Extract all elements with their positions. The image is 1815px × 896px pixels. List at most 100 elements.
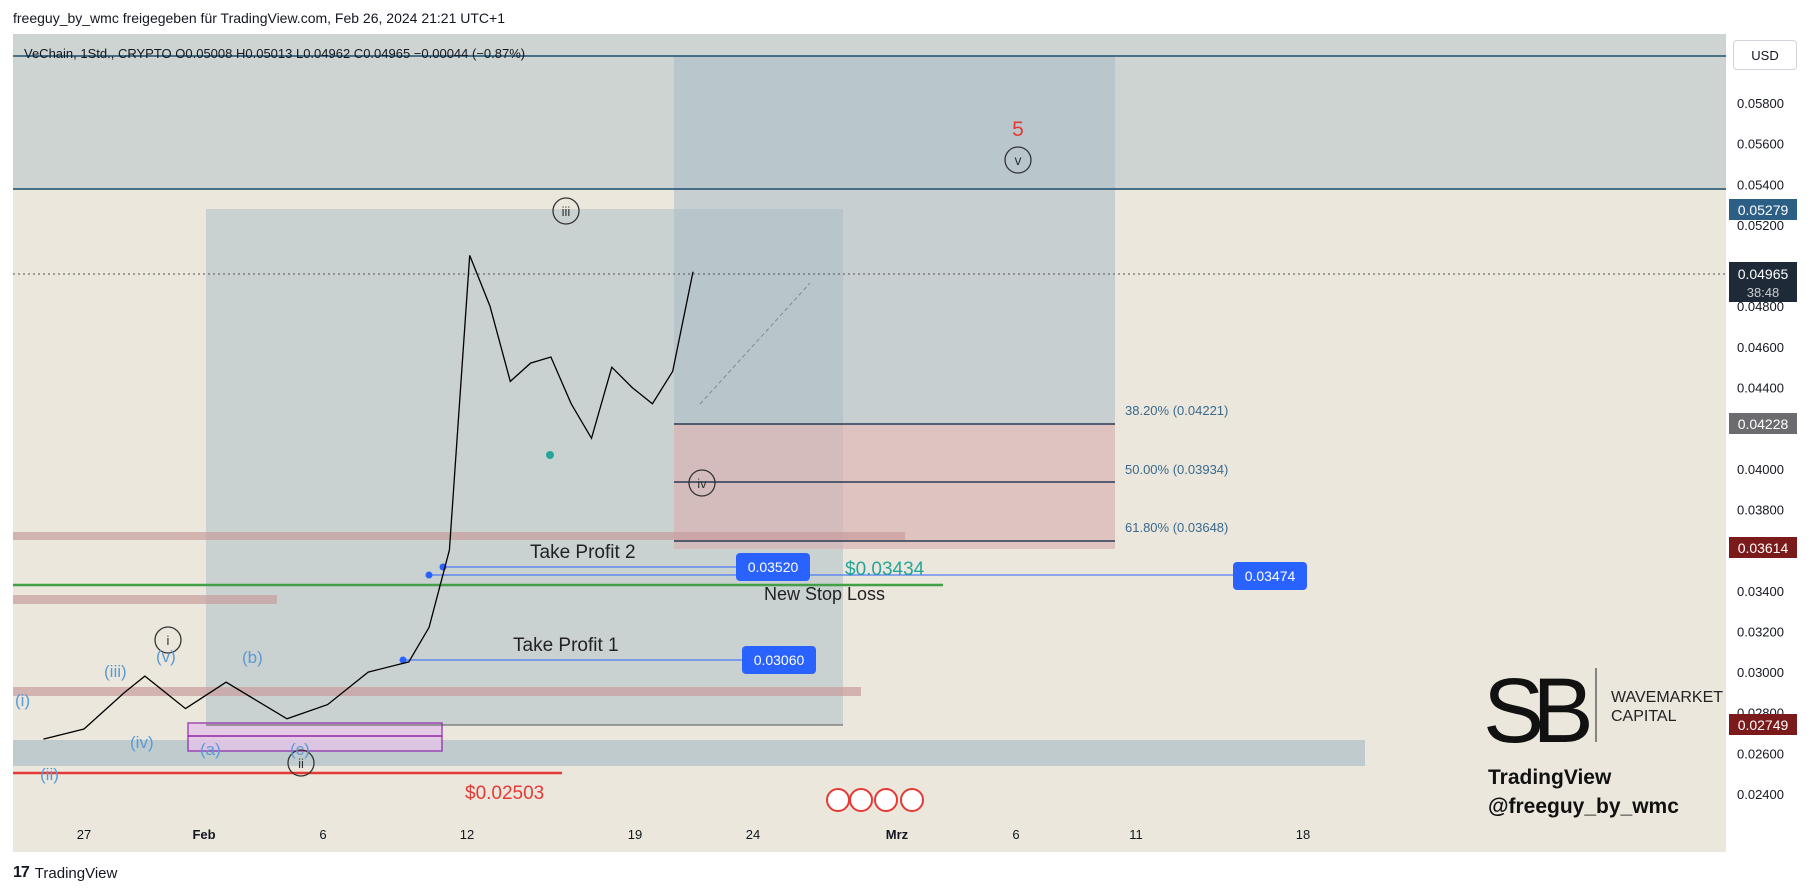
target-badge-03520-text: 0.03520	[748, 559, 799, 575]
y-tick-label: 0.04800	[1737, 299, 1784, 314]
new-stop-loss-label: New Stop Loss	[764, 584, 885, 604]
subwave-ii-label: (ii)	[40, 765, 59, 784]
price-marker-fib: 0.04228	[1729, 413, 1797, 434]
wave-iii-circle	[552, 197, 580, 225]
y-tick-label: 0.04000	[1737, 462, 1784, 477]
target-badge-03474-text: 0.03474	[1245, 568, 1296, 584]
y-tick-label: 0.02400	[1737, 787, 1784, 802]
logo-initials: SB	[1483, 660, 1589, 762]
subwave-c-label: (c)	[290, 740, 310, 759]
wave-iv-label: iv	[697, 476, 707, 491]
y-tick-label: 0.05200	[1737, 218, 1784, 233]
purple-box	[187, 722, 443, 752]
target-badge-03520[interactable]: 0.03520	[736, 553, 810, 581]
subwave-b-label: (b)	[242, 648, 263, 667]
x-tick-label: 27	[77, 827, 91, 842]
x-tick-label: Mrz	[886, 827, 909, 842]
stop-loss-value-label: $0.03434	[845, 559, 925, 580]
price-marker-stop-text: 0.03614	[1738, 540, 1789, 556]
price-marker-fib-text: 0.04228	[1738, 416, 1789, 432]
subwave-a-label: (a)	[200, 740, 221, 759]
target-badge-03474[interactable]: 0.03474	[1233, 562, 1307, 590]
low-value-label: $0.02503	[465, 783, 544, 804]
target-badge-03060-text: 0.03060	[754, 652, 805, 668]
price-series-line	[43, 255, 694, 740]
y-tick-label: 0.05800	[1737, 96, 1784, 111]
x-tick-label: 19	[628, 827, 642, 842]
y-tick-label: 0.04400	[1737, 381, 1784, 396]
x-tick-label: 11	[1129, 827, 1143, 842]
teal-marker	[546, 451, 554, 459]
y-tick-label: 0.03400	[1737, 584, 1784, 599]
logo-line1: WAVEMARKET	[1611, 689, 1723, 706]
y-tick-label: 0.02600	[1737, 746, 1784, 761]
target-dot-03060	[399, 656, 407, 664]
price-marker-stop: 0.03614	[1729, 537, 1797, 558]
time-axis-ticks: 27 Feb 6 12 19 24 Mrz 6 11 18	[77, 827, 1310, 842]
wave-ii-circle	[287, 749, 315, 777]
us-flag-icon	[874, 788, 898, 812]
logo-line2: CAPITAL	[1611, 708, 1677, 725]
target-badge-03060[interactable]: 0.03060	[742, 646, 816, 674]
price-marker-lower: 0.02749	[1729, 714, 1797, 735]
take-profit-2-label: Take Profit 2	[530, 542, 636, 563]
x-tick-label: 6	[1012, 827, 1019, 842]
x-tick-label: 12	[460, 827, 474, 842]
economic-event-icons[interactable]	[826, 788, 924, 812]
price-marker-top-text: 0.05279	[1738, 202, 1789, 218]
fib-382-label: 38.20% (0.04221)	[1125, 403, 1228, 418]
tradingview-credit-line2: @freeguy_by_wmc	[1488, 795, 1679, 818]
price-marker-last-text: 0.04965	[1738, 266, 1789, 282]
y-tick-label: 0.03800	[1737, 502, 1784, 517]
publisher-header: freeguy_by_wmc freigegeben für TradingVi…	[13, 10, 505, 26]
us-flag-icon	[826, 788, 850, 812]
price-marker-countdown: 38:48	[1747, 285, 1780, 300]
wave-5-label: 5	[1012, 118, 1024, 141]
fib-pink-zone	[674, 424, 1115, 549]
symbol-legend[interactable]: VeChain, 1Std., CRYPTO O0.05008 H0.05013…	[24, 46, 526, 61]
wave-iv-circle	[688, 469, 716, 497]
wave-i-circle	[154, 626, 182, 654]
wave-v-circle	[1004, 146, 1032, 174]
price-marker-lower-text: 0.02749	[1738, 717, 1789, 733]
tradingview-logo-icon: 17	[13, 864, 30, 881]
subwave-i-label: (i)	[15, 691, 30, 710]
resistance-band-3	[13, 687, 861, 696]
wave-i-label: i	[167, 633, 170, 648]
price-marker-top: 0.05279	[1729, 199, 1797, 220]
x-tick-label: Feb	[192, 827, 215, 842]
time-axis-background	[13, 818, 1726, 852]
x-tick-label: 24	[746, 827, 760, 842]
fib-500-label: 50.00% (0.03934)	[1125, 462, 1228, 477]
projection-dashed	[699, 282, 811, 405]
take-profit-1-label: Take Profit 1	[513, 635, 619, 656]
subwave-v-label: (v)	[156, 647, 176, 666]
wave-iii-label: iii	[562, 204, 571, 219]
currency-selector[interactable]: USD	[1733, 40, 1797, 70]
y-tick-label: 0.03200	[1737, 624, 1784, 639]
resistance-band-1	[13, 532, 905, 540]
wavemarket-logo: SB WAVEMARKET CAPITAL	[1483, 660, 1723, 762]
target-dot-03474	[425, 571, 433, 579]
wave-v-label: v	[1015, 152, 1022, 168]
resistance-band-2	[13, 595, 277, 604]
y-tick-label: 0.05600	[1737, 137, 1784, 152]
us-flag-icon	[849, 788, 873, 812]
footer-brand-text: TradingView	[34, 864, 118, 882]
x-tick-label: 18	[1296, 827, 1310, 842]
y-tick-label: 0.05400	[1737, 177, 1784, 192]
wave5-target-zone	[674, 56, 1115, 424]
footer-brand[interactable]: 17 TradingView	[13, 864, 117, 882]
tradingview-credit-line1: TradingView	[1488, 766, 1612, 789]
fib-618-label: 61.80% (0.03648)	[1125, 520, 1228, 535]
y-tick-label: 0.03000	[1737, 665, 1784, 680]
y-tick-label: 0.04600	[1737, 340, 1784, 355]
wave-ii-label: ii	[298, 756, 304, 771]
price-axis-ticks: 0.05800 0.05600 0.05400 0.05200 0.04800 0.046…	[1737, 96, 1784, 802]
x-tick-label: 6	[319, 827, 326, 842]
subwave-iii-label: (iii)	[104, 662, 127, 681]
subwave-iv-label: (iv)	[130, 733, 154, 752]
price-marker-last: 0.04965 38:48	[1729, 262, 1797, 302]
us-flag-icon	[900, 788, 924, 812]
